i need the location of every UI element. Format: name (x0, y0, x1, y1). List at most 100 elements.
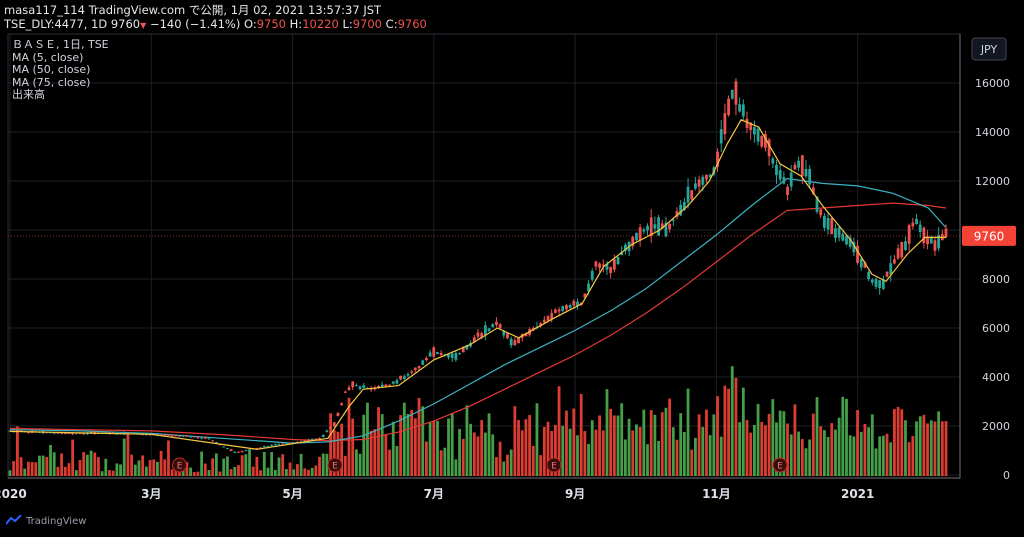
volume-bar (848, 435, 852, 476)
candle-body (775, 164, 778, 176)
volume-bar (410, 410, 414, 476)
volume-bar (498, 441, 502, 476)
volume-bar (450, 413, 454, 476)
volume-bar (104, 458, 108, 476)
candle-body (226, 448, 229, 450)
legend-volume[interactable]: 出来高 (12, 88, 45, 101)
candle-body (498, 324, 502, 329)
candle-body (605, 264, 609, 270)
volume-bar (38, 455, 41, 476)
candle-body (410, 371, 414, 373)
volume-bar (550, 430, 554, 476)
volume-bar (576, 435, 579, 476)
x-tick-label: 3月 (141, 487, 161, 501)
legend-ma5[interactable]: MA (5, close) (12, 50, 84, 64)
volume-bar (727, 388, 730, 476)
candle-body (837, 227, 841, 238)
volume-bar (63, 466, 67, 476)
brand-footer[interactable]: TradingView (5, 514, 86, 528)
volume-bar (93, 452, 97, 476)
candle-body (834, 228, 837, 238)
volume-bar (587, 443, 590, 476)
x-tick-label: 9月 (565, 487, 585, 501)
candle-body (738, 104, 742, 112)
volume-bar (911, 436, 915, 476)
volume-bar (859, 431, 863, 476)
candle-body (491, 324, 495, 328)
ma5-path (9, 119, 946, 450)
candle-body (388, 384, 391, 386)
volume-bar (896, 407, 900, 476)
volume-bar (734, 377, 738, 476)
earnings-marker (546, 457, 562, 473)
candle-body (432, 347, 436, 357)
candle-body (885, 271, 889, 277)
volume-bar (738, 422, 742, 476)
candle-body (296, 441, 299, 443)
volume-bar (189, 467, 192, 476)
candle-body (336, 412, 340, 416)
indicator-legend: ＢＡＳＥ, 1日, TSE MA (5, close) MA (50, clos… (12, 38, 109, 102)
earnings-marker (772, 457, 788, 473)
low-value: 9700 (352, 17, 383, 31)
candle-body (561, 306, 565, 311)
volume-bar (421, 406, 425, 476)
time-axis[interactable]: 2020 3月 5月 7月 9月 11月 2021 (0, 487, 874, 501)
volume-bar (443, 447, 447, 476)
candle-body (911, 222, 915, 227)
volume-bar (340, 423, 344, 476)
volume-bar (778, 410, 782, 476)
volume-bar (819, 426, 823, 476)
candle-body (255, 447, 259, 449)
volume-bar (730, 366, 734, 476)
price-axis[interactable]: 1600014000120001000080006000400020000JPY… (962, 37, 1016, 482)
volume-bar (495, 457, 498, 476)
volume-bar (657, 440, 660, 476)
earnings-marker-label: E (551, 462, 557, 472)
candle-body (624, 244, 627, 251)
volume-bar (929, 420, 933, 476)
candle-body (325, 430, 329, 433)
candle-body (782, 177, 786, 184)
candle-body (822, 215, 826, 228)
candle-body (506, 333, 509, 339)
volume-bar (837, 417, 841, 476)
last-price-label: 9760 (974, 229, 1005, 243)
volume-bar (671, 427, 675, 476)
candle-body (845, 235, 848, 245)
volume-bar (701, 427, 705, 476)
candle-body (266, 446, 270, 448)
legend-ma75[interactable]: MA (75, close) (12, 75, 91, 89)
candle-body (550, 313, 554, 320)
volume-bar (329, 413, 332, 476)
volume-bar (439, 450, 443, 476)
volume-bar (218, 471, 222, 476)
legend-ma50[interactable]: MA (50, close) (12, 63, 91, 76)
candle-body (461, 347, 465, 353)
x-tick-label: 5月 (282, 487, 302, 501)
volume-bar (436, 420, 439, 476)
earnings-marker-label: E (777, 462, 783, 472)
volume-bar (804, 448, 808, 476)
volume-bar (483, 432, 487, 476)
candle-body (214, 442, 218, 444)
volume-bar (524, 419, 528, 476)
volume-bar (23, 468, 27, 476)
volume-bar (708, 435, 712, 476)
candle-body (756, 128, 760, 142)
candle-body (671, 219, 675, 221)
volume-bar (214, 453, 218, 476)
volume-bar (520, 430, 524, 476)
volume-bar (565, 410, 568, 476)
candle-body (122, 432, 126, 434)
candle-body (867, 272, 871, 280)
volume-bar (535, 403, 539, 476)
candle-body (937, 234, 941, 249)
volume-bar (517, 420, 520, 476)
ma5-line (9, 119, 946, 450)
candle-body (436, 352, 439, 354)
candle-body (863, 262, 867, 268)
legend-title[interactable]: ＢＡＳＥ, 1日, TSE (12, 38, 109, 51)
volume-bar (89, 450, 93, 476)
